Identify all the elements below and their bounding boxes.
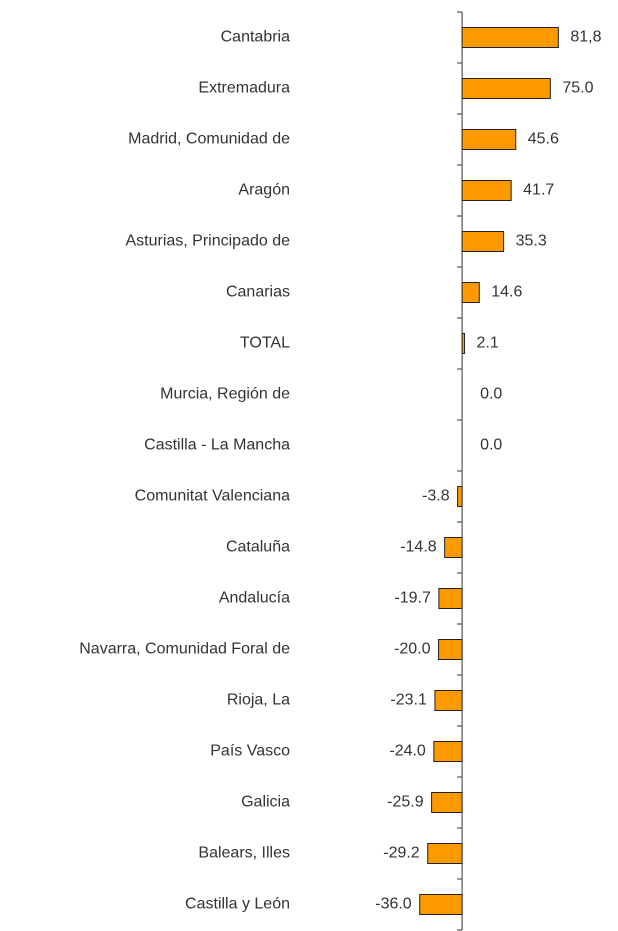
bar [461, 231, 505, 252]
category-label: Madrid, Comunidad de [128, 131, 290, 148]
value-label: 2.1 [477, 335, 499, 352]
value-label: -14.8 [400, 539, 437, 556]
bar [461, 27, 559, 48]
category-label: TOTAL [240, 335, 290, 352]
category-label: Aragón [238, 182, 290, 199]
category-label: Comunitat Valenciana [135, 488, 290, 505]
category-label: Extremadura [198, 80, 290, 97]
bar [419, 894, 463, 915]
bar [461, 282, 480, 303]
bar [427, 843, 463, 864]
value-label: 81,8 [570, 29, 601, 46]
bar [438, 639, 463, 660]
value-label: -25.9 [387, 794, 424, 811]
bar [431, 792, 463, 813]
category-label: Balears, Illes [198, 845, 290, 862]
category-label: País Vasco [210, 743, 290, 760]
category-label: Castilla - La Mancha [144, 437, 290, 454]
category-label: Galicia [241, 794, 290, 811]
category-label: Canarias [226, 284, 290, 301]
category-label: Cataluña [226, 539, 290, 556]
value-label: -19.7 [394, 590, 431, 607]
value-label: 35.3 [516, 233, 547, 250]
value-label: 75.0 [562, 80, 593, 97]
category-label: Asturias, Principado de [125, 233, 290, 250]
value-label: 41.7 [523, 182, 554, 199]
value-label: -3.8 [422, 488, 450, 505]
value-label: -20.0 [394, 641, 431, 658]
category-label: Rioja, La [227, 692, 290, 709]
category-label: Navarra, Comunidad Foral de [79, 641, 290, 658]
value-label: -23.1 [390, 692, 427, 709]
value-label: 14.6 [491, 284, 522, 301]
bar [438, 588, 463, 609]
bar [444, 537, 463, 558]
bar [433, 741, 463, 762]
bar [434, 690, 463, 711]
bar [461, 129, 517, 150]
value-label: -29.2 [383, 845, 420, 862]
bar [461, 78, 551, 99]
value-label: 0.0 [480, 437, 502, 454]
value-label: 0.0 [480, 386, 502, 403]
bar [461, 180, 512, 201]
category-label: Andalucía [219, 590, 290, 607]
value-label: -36.0 [375, 896, 412, 913]
bar [457, 486, 463, 507]
category-label: Castilla y León [185, 896, 290, 913]
value-label: -24.0 [389, 743, 426, 760]
category-label: Murcia, Región de [160, 386, 290, 403]
category-label: Cantabria [221, 29, 290, 46]
value-label: 45.6 [528, 131, 559, 148]
